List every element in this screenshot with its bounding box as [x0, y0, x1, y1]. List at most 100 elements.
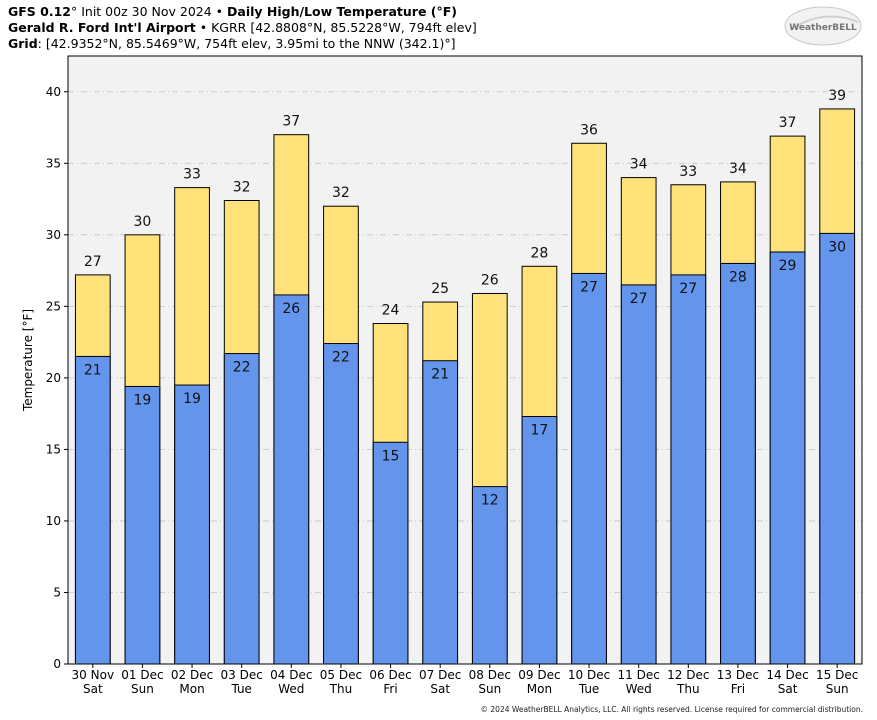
low-value-label: 28	[729, 269, 747, 285]
header-line-station: Gerald R. Ford Int'l Airport • KGRR [42.…	[8, 20, 477, 36]
low-temp-bar	[124, 385, 161, 665]
x-date-label: 11 Dec	[618, 668, 660, 682]
x-date-label: 04 Dec	[270, 668, 312, 682]
low-value-label: 21	[84, 362, 102, 378]
plot-frame	[67, 55, 863, 665]
x-date-label: 15 Dec	[816, 668, 858, 682]
low-value-label: 15	[382, 448, 400, 464]
x-date-label: 03 Dec	[221, 668, 263, 682]
x-weekday-label: Mon	[179, 682, 204, 696]
low-temp-bar	[571, 272, 607, 665]
x-weekday-label: Sat	[83, 682, 103, 696]
low-value-label: 19	[183, 391, 201, 407]
high-value-label: 33	[679, 164, 697, 180]
low-value-label: 12	[481, 493, 499, 509]
low-value-label: 26	[282, 301, 300, 317]
high-value-label: 24	[382, 303, 400, 319]
high-value-label: 32	[233, 179, 251, 195]
station-name: Gerald R. Ford Int'l Airport	[8, 20, 196, 35]
low-temp-bar	[471, 486, 508, 665]
model-name: GFS 0.12	[8, 4, 71, 19]
low-temp-bar	[422, 360, 459, 665]
y-tick-label: 10	[46, 514, 61, 528]
x-weekday-label: Fri	[383, 682, 397, 696]
high-value-label: 36	[580, 122, 598, 138]
low-temp-bar	[273, 294, 310, 665]
low-temp-bar	[74, 355, 111, 665]
x-weekday-label: Sat	[778, 682, 798, 696]
product-title: Daily High/Low Temperature (°F)	[227, 4, 457, 19]
x-weekday-label: Thu	[676, 682, 700, 696]
high-value-label: 32	[332, 185, 350, 201]
high-value-label: 37	[282, 114, 300, 130]
x-date-label: 14 Dec	[766, 668, 808, 682]
x-weekday-label: Mon	[527, 682, 552, 696]
high-value-label: 34	[729, 161, 747, 177]
low-temp-bar	[223, 353, 260, 665]
grid-info: : [42.9352°N, 85.5469°W, 754ft elev, 3.9…	[37, 36, 456, 51]
high-value-label: 33	[183, 167, 201, 183]
low-temp-bar	[819, 232, 856, 665]
x-weekday-label: Sun	[478, 682, 501, 696]
low-value-label: 22	[233, 360, 251, 376]
x-date-label: 08 Dec	[469, 668, 511, 682]
x-date-label: 05 Dec	[320, 668, 362, 682]
low-temp-bar	[620, 284, 657, 665]
station-info: • KGRR [42.8808°N, 85.5228°W, 794ft elev…	[195, 20, 477, 35]
high-value-label: 39	[828, 88, 846, 104]
x-weekday-label: Sat	[430, 682, 450, 696]
logo-text: WeatherBELL	[789, 23, 857, 33]
low-temp-bar	[769, 251, 806, 665]
y-tick-label: 0	[53, 657, 61, 671]
x-date-label: 10 Dec	[568, 668, 610, 682]
x-date-label: 07 Dec	[419, 668, 461, 682]
weatherbell-logo: WeatherBELL	[784, 6, 862, 46]
header-line-grid: Grid: [42.9352°N, 85.5469°W, 754ft elev,…	[8, 36, 456, 52]
y-tick-label: 20	[46, 371, 61, 385]
x-weekday-label: Tue	[230, 682, 252, 696]
y-tick-label: 25	[46, 299, 61, 313]
bullet-sep: •	[211, 4, 228, 19]
y-tick-label: 30	[46, 228, 61, 242]
x-weekday-label: Wed	[278, 682, 304, 696]
x-date-label: 13 Dec	[717, 668, 759, 682]
low-temp-bar	[720, 262, 756, 665]
low-temp-bar	[174, 384, 210, 665]
low-temp-bar	[323, 343, 359, 665]
high-value-label: 26	[481, 272, 499, 288]
low-value-label: 27	[580, 279, 598, 295]
x-weekday-label: Tue	[578, 682, 600, 696]
high-value-label: 37	[779, 115, 797, 131]
high-value-label: 34	[630, 157, 648, 173]
copyright-footer: © 2024 WeatherBELL Analytics, LLC. All r…	[480, 705, 863, 714]
x-date-label: 30 Nov	[72, 668, 115, 682]
x-date-label: 01 Dec	[121, 668, 163, 682]
y-tick-label: 15	[46, 442, 61, 456]
low-value-label: 17	[531, 423, 549, 439]
high-value-label: 30	[134, 214, 152, 230]
low-value-label: 21	[431, 367, 449, 383]
y-tick-label: 35	[46, 156, 61, 170]
low-value-label: 27	[679, 281, 697, 297]
x-weekday-label: Sun	[131, 682, 154, 696]
low-value-label: 30	[828, 239, 846, 255]
high-value-label: 25	[431, 281, 449, 297]
high-value-label: 28	[531, 245, 549, 261]
header-line-model: GFS 0.12° Init 00z 30 Nov 2024 • Daily H…	[8, 4, 457, 20]
grid-label: Grid	[8, 36, 38, 51]
low-value-label: 22	[332, 350, 350, 366]
y-tick-label: 5	[53, 585, 61, 599]
x-weekday-label: Wed	[626, 682, 652, 696]
x-weekday-label: Sun	[826, 682, 849, 696]
x-date-label: 02 Dec	[171, 668, 213, 682]
x-date-label: 12 Dec	[667, 668, 709, 682]
low-temp-bar	[521, 416, 558, 665]
x-weekday-label: Fri	[731, 682, 745, 696]
x-date-label: 06 Dec	[369, 668, 411, 682]
low-temp-bar	[372, 441, 409, 665]
high-value-label: 27	[84, 254, 102, 270]
y-tick-label: 40	[46, 85, 61, 99]
low-value-label: 19	[134, 392, 152, 408]
x-weekday-label: Thu	[329, 682, 353, 696]
